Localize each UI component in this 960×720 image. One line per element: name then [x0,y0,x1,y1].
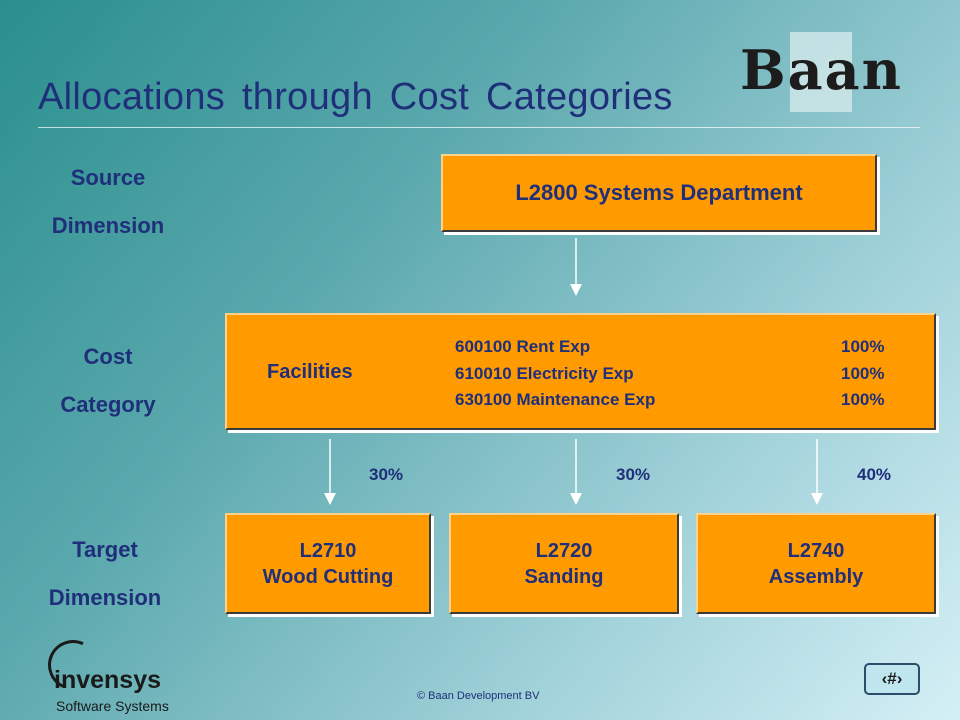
allocation-percent-l2740: 40% [857,465,892,484]
cost-row: 630100 Maintenance Exp 100% [455,390,905,414]
target-box-l2720: L2720 Sanding [449,513,679,614]
cost-row-account: 610010 Electricity Exp [455,364,634,383]
source-label-line-2: Dimension [51,213,165,238]
cost-row: 600100 Rent Exp 100% [455,337,905,361]
allocation-percent-l2710: 30% [369,465,404,484]
baan-logo-text: Baan [740,38,903,102]
slide-title: Allocations through Cost Categories [38,76,673,118]
arrow-cost-to-l2740 [811,439,823,505]
invensys-name: invensys [54,666,162,694]
source-dimension-box: L2800 Systems Department [441,154,877,232]
target-name: Sanding [524,565,604,588]
allocation-percent-l2720: 30% [616,465,651,484]
cost-row-account: 600100 Rent Exp [455,337,591,356]
source-box-label: L2800 Systems Department [515,180,803,205]
invensys-subtitle: Software Systems [56,698,169,714]
target-dimension-label: Target Dimension [5,526,205,622]
target-label-line-1: Target [72,537,138,562]
arrow-cost-to-l2720 [570,439,582,505]
source-dimension-label: Source Dimension [8,154,208,250]
baan-logo: Baan [740,38,903,102]
page-number-button[interactable]: ‹#› [864,663,920,695]
source-label-line-1: Source [70,165,146,190]
logo-backdrop [790,32,852,112]
cost-category-name: Facilities [267,361,353,383]
target-code: L2710 [299,539,357,562]
target-name: Assembly [768,565,864,588]
invensys-logo: invensys Software Systems [40,632,208,714]
target-code: L2720 [535,539,593,562]
target-name: Wood Cutting [262,565,394,588]
cost-row: 610010 Electricity Exp 100% [455,364,905,388]
title-divider [38,127,920,128]
cost-category-label: Cost Category [8,333,208,429]
arrow-cost-to-l2710 [324,439,336,505]
copyright-text: © Baan Development BV [417,690,540,702]
cost-row-percent: 100% [841,364,885,383]
cost-row-percent: 100% [841,390,885,409]
cost-row-percent: 100% [841,337,885,356]
page-number-glyph: ‹#› [881,669,903,688]
cost-label-line-2: Category [60,392,156,417]
arrow-source-to-cost [570,238,582,296]
cost-category-box: Facilities 600100 Rent Exp 100% 610010 E… [225,313,936,430]
cost-label-line-1: Cost [83,344,133,369]
target-label-line-2: Dimension [48,585,162,610]
target-box-l2710: L2710 Wood Cutting [225,513,431,614]
target-code: L2740 [787,539,845,562]
cost-row-account: 630100 Maintenance Exp [455,390,656,409]
target-box-l2740: L2740 Assembly [696,513,936,614]
